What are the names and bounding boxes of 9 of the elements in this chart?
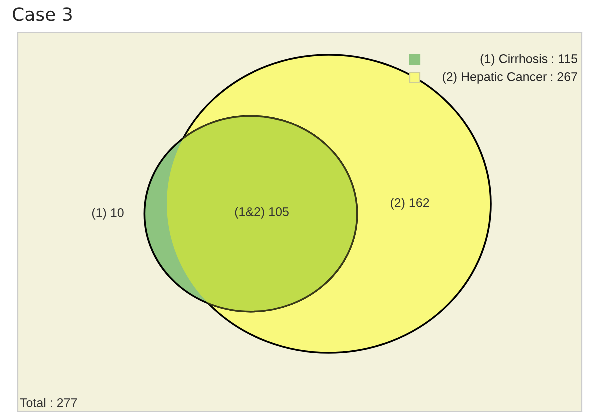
data-label: : 267 bbox=[551, 72, 578, 82]
data-label: : 115 bbox=[552, 54, 578, 64]
text: (1) 10 bbox=[92, 208, 124, 220]
text: (2) 162 bbox=[390, 198, 430, 210]
text: (1&2) 105 bbox=[235, 207, 289, 219]
text: Total : 277 bbox=[20, 398, 78, 408]
text: Case 3 bbox=[13, 8, 72, 22]
category-label: (1) Cirrhosis bbox=[480, 54, 548, 66]
category-label: (2) Hepatic Cancer bbox=[443, 72, 547, 84]
